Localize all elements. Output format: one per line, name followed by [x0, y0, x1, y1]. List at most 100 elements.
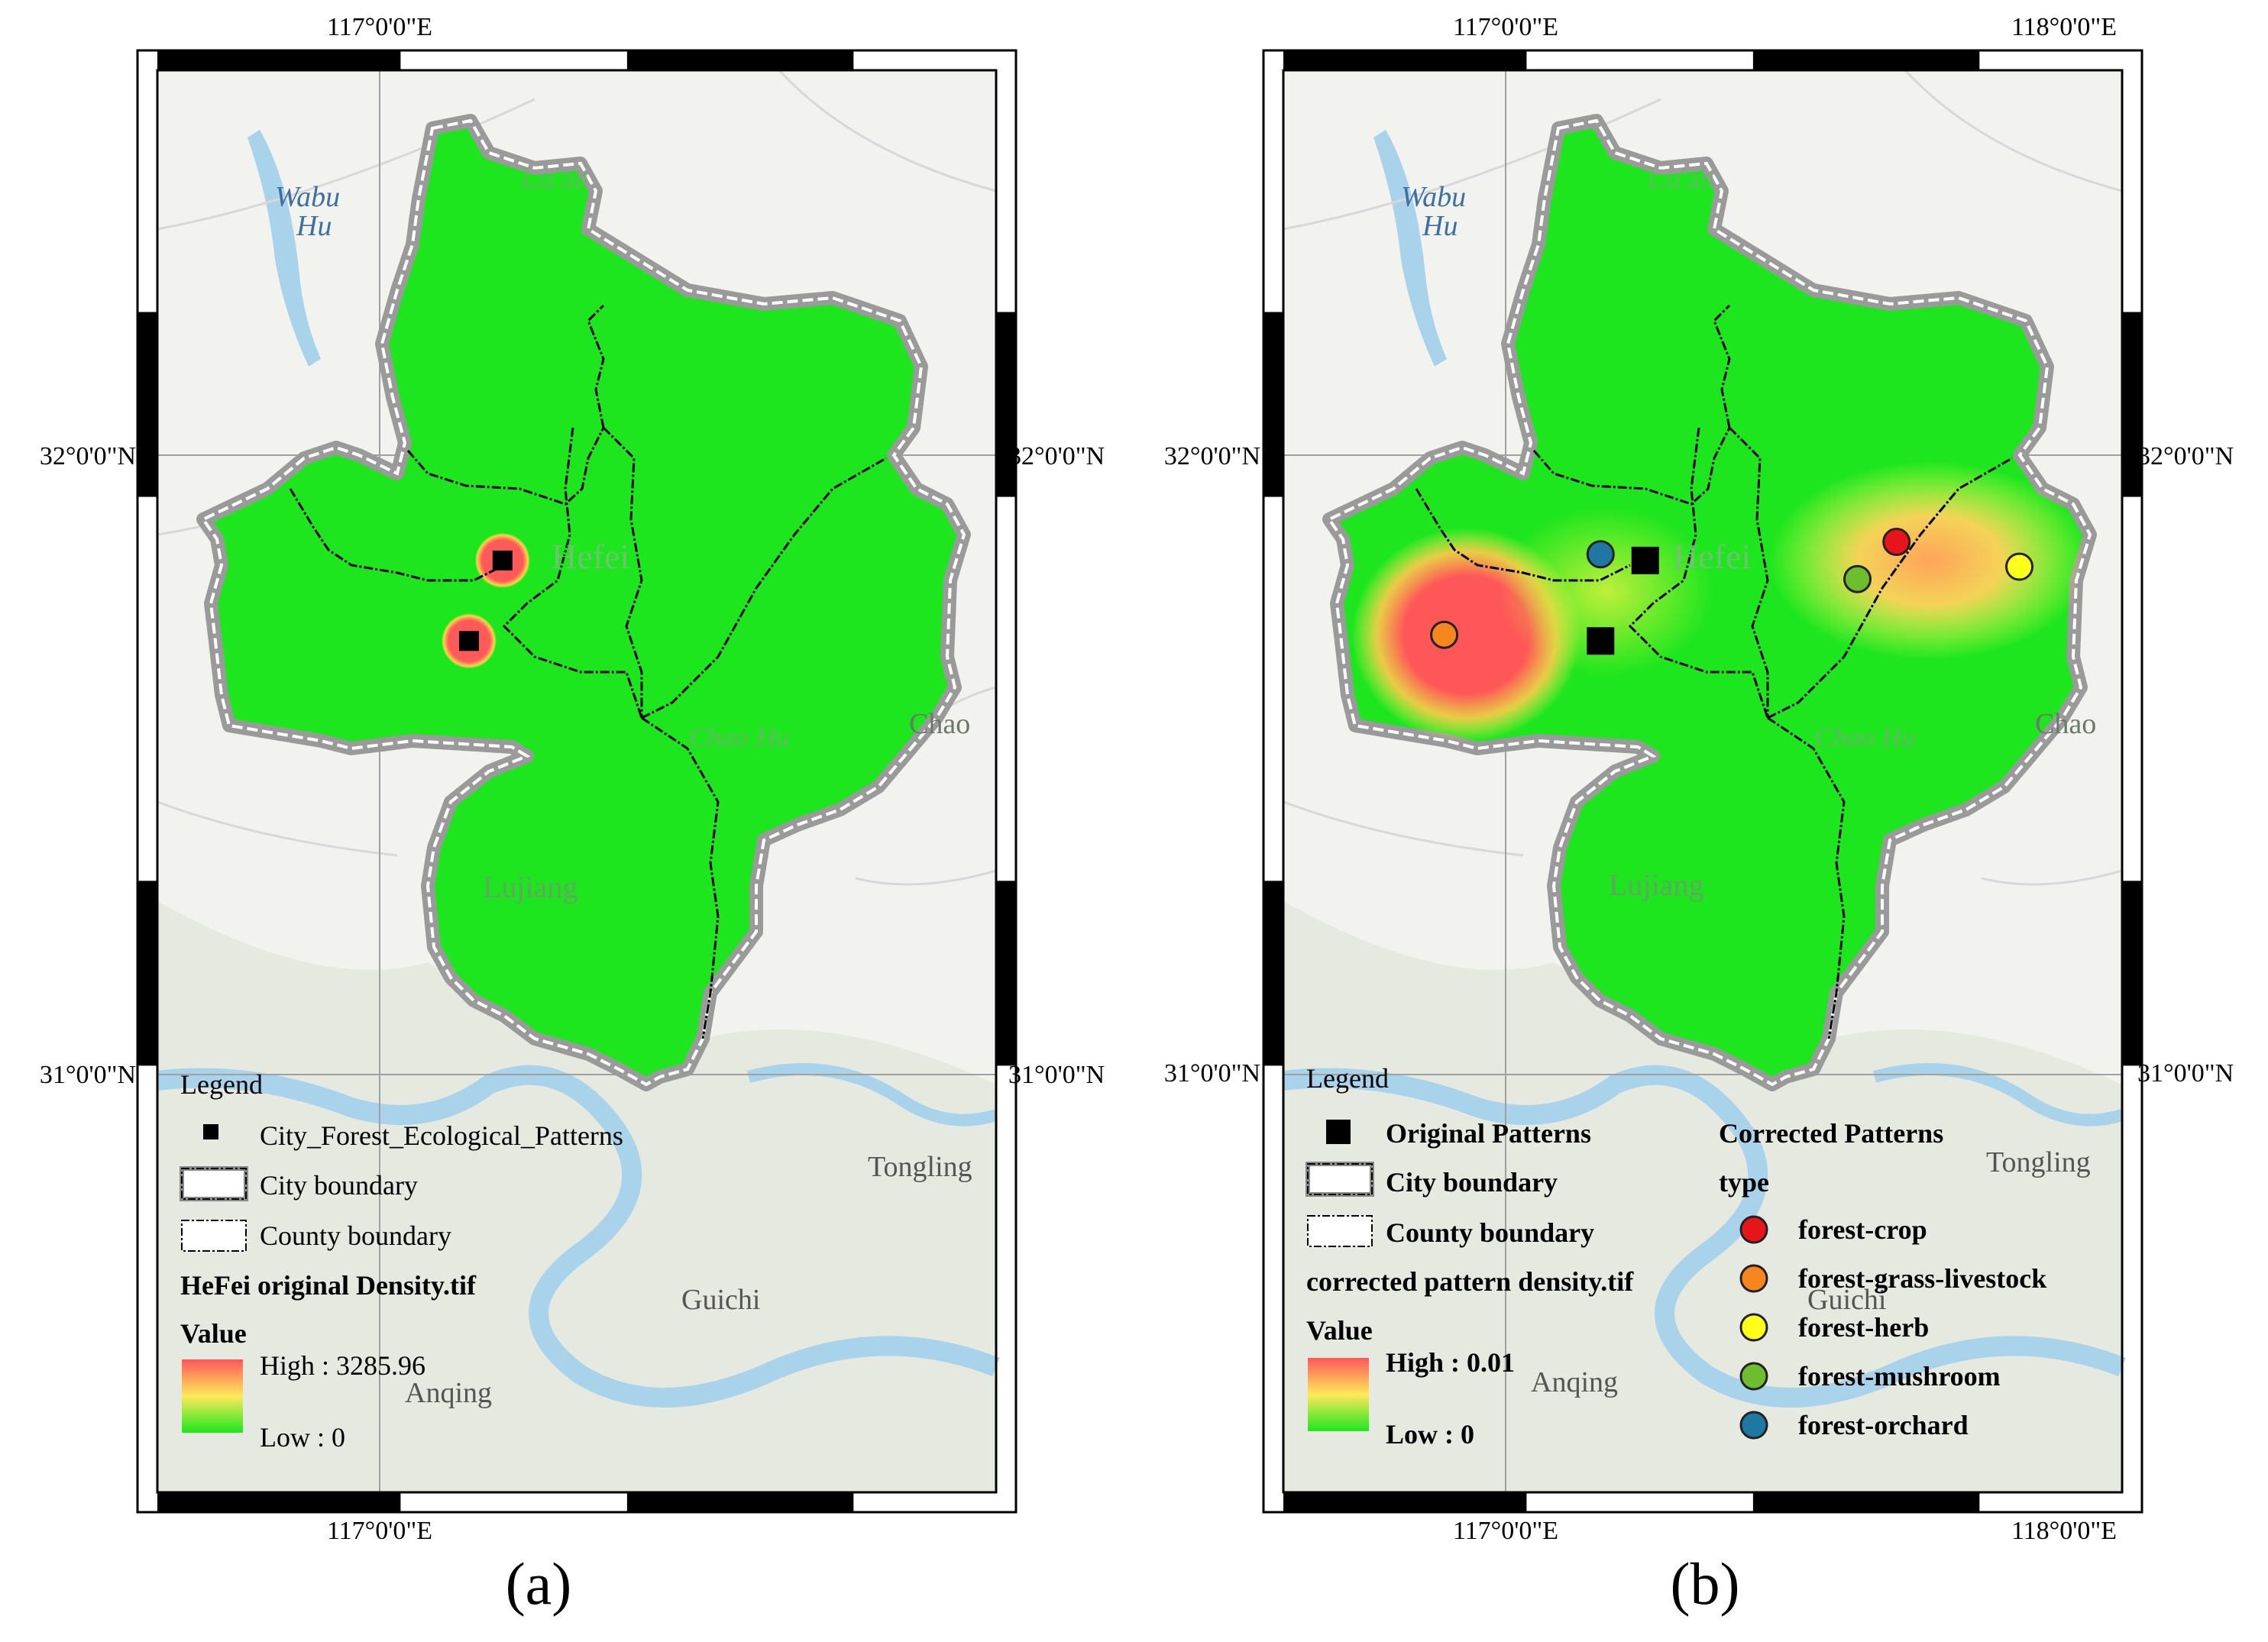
- yangtze-branch-a: [746, 1063, 998, 1126]
- legend-point-symbol-b: [1326, 1120, 1351, 1144]
- map-label-chao-a: Chao: [909, 708, 970, 740]
- original-pattern-point: [458, 631, 479, 651]
- county-line: [406, 427, 605, 506]
- legend-high-b: High : 0.01: [1386, 1347, 1515, 1378]
- legend-county-symbol-b: [1307, 1215, 1373, 1247]
- legend-raster-title-b: corrected pattern density.tif: [1306, 1266, 1634, 1297]
- map-frame-a: [136, 49, 1018, 1514]
- map-label-hu-a: Hu: [296, 210, 332, 242]
- left-lat31-label-a: 31°0'0"N: [40, 1061, 136, 1089]
- legend-corrected-title-b: Corrected Patterns: [1719, 1118, 1943, 1149]
- map-label-tongling-a: Tongling: [868, 1151, 972, 1183]
- map-label-chaohu-b: Chao Hu: [1815, 722, 1915, 752]
- legend-type-swatch: [1739, 1411, 1768, 1440]
- map-panel-a: Wabu Hu Lu'an Hefei Chao Hu Chao Lujiang…: [40, 13, 1105, 1617]
- caption-b: (b): [1671, 1550, 1740, 1617]
- corrected-pattern-point-forest-herb: [2005, 552, 2034, 581]
- map-label-guichi-a: Guichi: [681, 1284, 760, 1316]
- county-boundaries-a: [289, 304, 887, 1039]
- county-line: [502, 427, 643, 719]
- yangtze-river-a: [156, 1065, 1000, 1408]
- legend-b: Legend Original Patterns City boundary C…: [1305, 1063, 2046, 1450]
- county-line: [587, 304, 605, 428]
- basemap-labels-b: Wabu Hu Lu'an Hefei Chao Hu Chao Lujiang…: [1401, 160, 2096, 1398]
- legend-type-label: forest-orchard: [1798, 1410, 1969, 1440]
- basemap-labels-a: Wabu Hu Lu'an Hefei Chao Hu Chao Lujiang…: [275, 160, 972, 1409]
- legend-value-title-a: Value: [180, 1318, 247, 1349]
- corrected-pattern-point-forest-orchard: [1586, 540, 1615, 569]
- county-line: [641, 457, 887, 719]
- left-lat32-label-a: 32°0'0"N: [40, 442, 136, 470]
- bottom-lon-label-a: 117°0'0"E: [327, 1517, 432, 1545]
- county-line: [1713, 304, 1731, 428]
- basemap-hills-a: [157, 901, 996, 1492]
- legend-county-symbol-a: [181, 1220, 247, 1252]
- legend-type-swatch: [1739, 1313, 1768, 1342]
- bottom-lon118-label-b: 118°0'0"E: [2011, 1517, 2117, 1545]
- pattern-points-b: [1430, 528, 2034, 655]
- legend-type-title-b: type: [1719, 1167, 1769, 1198]
- right-lat31-label-a: 31°0'0"N: [1008, 1061, 1105, 1089]
- legend-type-swatch: [1739, 1264, 1768, 1293]
- corrected-pattern-point-forest-mushroom: [1843, 564, 1872, 593]
- legend-low-b: Low : 0: [1386, 1419, 1474, 1450]
- legend-type-swatch: [1739, 1362, 1768, 1391]
- legend-county-label-a: County boundary: [260, 1220, 451, 1251]
- county-line: [641, 716, 720, 1039]
- legend-type-label: forest-crop: [1798, 1214, 1927, 1245]
- map-label-chao-b: Chao: [2035, 708, 2096, 740]
- legend-type-label: forest-herb: [1798, 1312, 1929, 1343]
- right-lat31-label-b: 31°0'0"N: [2137, 1059, 2234, 1088]
- map-label-chaohu-a: Chao Hu: [689, 722, 789, 752]
- legend-low-a: Low : 0: [260, 1422, 345, 1453]
- county-line: [1415, 488, 1631, 582]
- legend-type-label: forest-grass-livestock: [1798, 1263, 2046, 1294]
- legend-title-a: Legend: [180, 1069, 263, 1100]
- density-hotspot: [1769, 461, 2090, 660]
- pattern-points-a: [458, 550, 513, 651]
- original-pattern-point: [1587, 627, 1615, 655]
- map-label-tongling-b: Tongling: [1986, 1146, 2091, 1178]
- legend-point-label-a: City_Forest_Ecological_Patterns: [260, 1120, 623, 1151]
- bottom-lon117-label-b: 117°0'0"E: [1453, 1517, 1558, 1545]
- map-label-wabu-a: Wabu: [275, 181, 340, 213]
- density-layer-b: [1351, 461, 2090, 742]
- map-label-anqing-a: Anqing: [405, 1377, 492, 1409]
- left-lat31-label-b: 31°0'0"N: [1164, 1059, 1260, 1088]
- legend-point-symbol-a: [203, 1124, 218, 1139]
- legend-value-title-b: Value: [1306, 1315, 1373, 1346]
- legend-ramp-a: [182, 1359, 243, 1433]
- legend-a: Legend City_Forest_Ecological_Patterns C…: [180, 1069, 623, 1453]
- map-label-guichi-b: Guichi: [1807, 1284, 1886, 1316]
- legend-type-label: forest-mushroom: [1798, 1361, 2001, 1391]
- legend-city-symbol-a: [180, 1166, 248, 1201]
- county-boundaries-b: [1415, 304, 2013, 1039]
- map-label-hefei-a: Hefei: [552, 537, 629, 576]
- right-lat32-label-b: 32°0'0"N: [2137, 442, 2234, 470]
- wabu-lake-b: [1373, 130, 1447, 367]
- legend-city-symbol-b: [1305, 1162, 1374, 1197]
- map-label-hu-b: Hu: [1422, 210, 1458, 242]
- county-line: [1728, 426, 1769, 718]
- corrected-pattern-point-forest-grass-livestock: [1430, 620, 1459, 649]
- map-label-lujiang-b: Lujiang: [1609, 868, 1703, 902]
- top-lon118-label-b: 118°0'0"E: [2011, 13, 2117, 41]
- density-hotspot: [1499, 507, 1713, 676]
- legend-high-a: High : 3285.96: [260, 1350, 425, 1381]
- legend-county-label-b: County boundary: [1386, 1217, 1594, 1248]
- map-frame-b: [1262, 49, 2143, 1514]
- legend-point-label-b: Original Patterns: [1386, 1118, 1591, 1149]
- map-label-luan-a: Lu'an: [521, 160, 589, 195]
- right-lat32-label-a: 32°0'0"N: [1008, 442, 1105, 470]
- county-line: [289, 488, 505, 582]
- map-label-lujiang-a: Lujiang: [483, 870, 578, 904]
- legend-ramp-b: [1308, 1358, 1369, 1431]
- wabu-lake-a: [248, 130, 321, 367]
- county-line: [1767, 457, 2013, 719]
- yangtze-river-b: [1282, 1065, 2126, 1408]
- county-line: [1767, 716, 1846, 1039]
- map-label-wabu-b: Wabu: [1401, 181, 1466, 213]
- basemap-hills-b: [1283, 901, 2122, 1492]
- legend-city-label-a: City boundary: [260, 1170, 418, 1201]
